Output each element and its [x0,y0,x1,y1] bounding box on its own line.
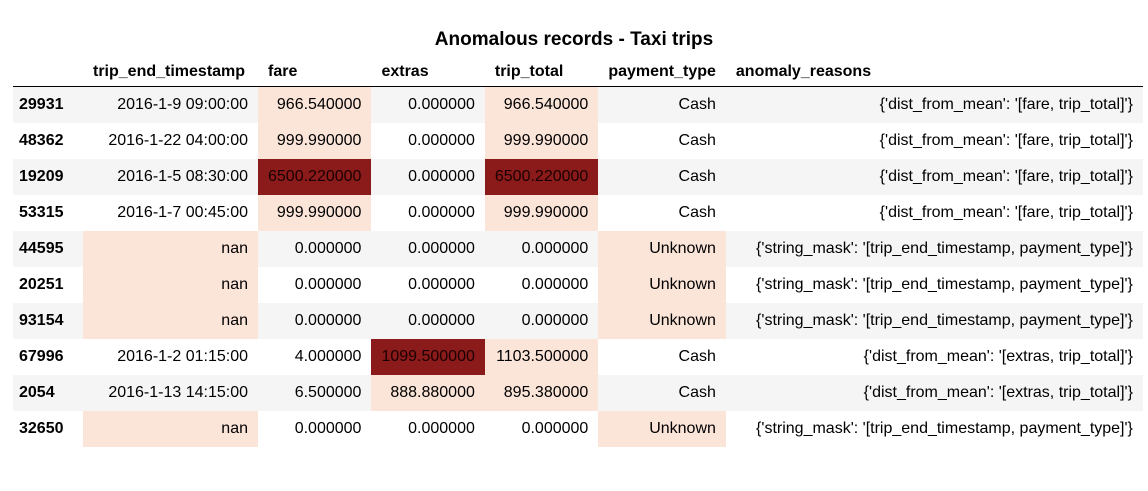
cell-payment-type: Cash [678,384,716,401]
column-header-anomaly-reasons: anomaly_reasons [725,57,1143,87]
cell-fare: 966.540000 [258,86,372,123]
cell-trip-total: 999.990000 [484,123,599,159]
table-row: 20251 nan 0.000000 0.000000 0.000000 Unknown {… [13,267,1143,303]
cell-trip-total: 6500.220000 [484,159,599,195]
cell-payment-type: Cash [678,96,716,113]
cell-fare: 999.990000 [258,123,372,159]
column-header-index [13,57,83,87]
cell-extras: 0.000000 [408,312,475,329]
cell-payment-type: Unknown [598,411,726,447]
cell-trip-end-timestamp: 2016-1-22 04:00:00 [108,132,248,149]
row-index: 19209 [19,168,64,185]
row-index: 93154 [19,312,64,329]
cell-anomaly-reasons: {'dist_from_mean': '[fare, trip_total]'} [879,132,1133,149]
cell-extras: 0.000000 [408,420,475,437]
cell-trip-total: 0.000000 [521,240,589,257]
cell-trip-end-timestamp: 2016-1-7 00:45:00 [117,204,248,221]
cell-payment-type: Cash [678,348,716,365]
cell-trip-total: 895.380000 [484,375,599,411]
cell-anomaly-reasons: {'string_mask': '[trip_end_timestamp, pa… [756,420,1133,437]
cell-payment-type: Unknown [598,267,726,303]
cell-anomaly-reasons: {'string_mask': '[trip_end_timestamp, pa… [756,240,1133,257]
cell-extras: 888.880000 [371,375,485,411]
cell-fare: 4.000000 [294,348,362,365]
column-header-trip-total: trip_total [484,57,599,87]
cell-fare: 999.990000 [258,195,372,231]
cell-fare: 0.000000 [294,312,362,329]
row-index: 32650 [19,420,64,437]
cell-fare: 6500.220000 [258,159,372,195]
cell-trip-end-timestamp: 2016-1-2 01:15:00 [117,348,248,365]
row-index: 20251 [19,276,64,293]
cell-anomaly-reasons: {'dist_from_mean': '[extras, trip_total]… [863,384,1133,401]
cell-extras: 1099.500000 [371,339,485,375]
cell-fare: 6.500000 [294,384,362,401]
cell-trip-end-timestamp: nan [83,303,258,339]
cell-trip-total: 0.000000 [521,276,589,293]
table-row: 44595 nan 0.000000 0.000000 0.000000 Unknown {… [13,231,1143,267]
cell-fare: 0.000000 [294,276,362,293]
cell-trip-end-timestamp: 2016-1-5 08:30:00 [117,168,248,185]
table-caption: Anomalous records - Taxi trips [434,29,714,50]
row-index: 44595 [19,240,64,257]
cell-trip-total: 999.990000 [484,195,599,231]
cell-trip-total: 0.000000 [521,312,589,329]
cell-extras: 0.000000 [408,276,475,293]
table-row: 93154 nan 0.000000 0.000000 0.000000 Unknown {… [13,303,1143,339]
cell-fare: 0.000000 [294,420,362,437]
cell-extras: 0.000000 [408,96,475,113]
row-index: 53315 [19,204,64,221]
cell-anomaly-reasons: {'dist_from_mean': '[extras, trip_total]… [863,348,1133,365]
cell-payment-type: Cash [678,168,716,185]
cell-payment-type: Cash [678,204,716,221]
cell-trip-end-timestamp: nan [83,411,258,447]
column-header-payment-type: payment_type [598,57,726,87]
cell-anomaly-reasons: {'string_mask': '[trip_end_timestamp, pa… [756,276,1133,293]
cell-extras: 0.000000 [408,240,475,257]
cell-payment-type: Unknown [598,303,726,339]
cell-anomaly-reasons: {'dist_from_mean': '[fare, trip_total]'} [879,96,1133,113]
cell-trip-end-timestamp: 2016-1-13 14:15:00 [108,384,248,401]
row-index: 29931 [19,96,64,113]
table-row: 67996 2016-1-2 01:15:00 4.000000 1099.50000… [13,339,1143,375]
dataframe-table: trip_end_timestamp fare extras trip_tota… [13,57,1143,447]
header-row: trip_end_timestamp fare extras trip_tota… [13,57,1143,87]
cell-fare: 0.000000 [294,240,362,257]
row-index: 48362 [19,132,64,149]
cell-extras: 0.000000 [408,204,475,221]
cell-extras: 0.000000 [408,132,475,149]
column-header-trip-end-timestamp: trip_end_timestamp [83,57,258,87]
cell-anomaly-reasons: {'dist_from_mean': '[fare, trip_total]'} [879,168,1133,185]
table-row: 53315 2016-1-7 00:45:00 999.990000 0.000000… [13,195,1143,231]
table-row: 32650 nan 0.000000 0.000000 0.000000 Unknown {… [13,411,1143,447]
cell-anomaly-reasons: {'string_mask': '[trip_end_timestamp, pa… [756,312,1133,329]
cell-payment-type: Cash [678,132,716,149]
table-row: 2054 2016-1-13 14:15:00 6.500000 888.880000… [13,375,1143,411]
row-index: 67996 [19,348,64,365]
cell-trip-end-timestamp: nan [83,267,258,303]
table-header: trip_end_timestamp fare extras trip_tota… [13,57,1143,87]
cell-trip-total: 1103.500000 [484,339,599,375]
column-header-fare: fare [258,57,372,87]
cell-trip-end-timestamp: nan [83,231,258,267]
cell-extras: 0.000000 [408,168,475,185]
row-index: 2054 [19,384,55,401]
dataframe-table-container: trip_end_timestamp fare extras trip_tota… [13,57,1143,447]
table-row: 19209 2016-1-5 08:30:00 6500.220000 0.00000… [13,159,1143,195]
table-row: 48362 2016-1-22 04:00:00 999.990000 0.00000… [13,123,1143,159]
cell-trip-end-timestamp: 2016-1-9 09:00:00 [117,96,248,113]
table-row: 29931 2016-1-9 09:00:00 966.540000 0.000000… [13,86,1143,123]
cell-anomaly-reasons: {'dist_from_mean': '[fare, trip_total]'} [879,204,1133,221]
cell-payment-type: Unknown [598,231,726,267]
cell-trip-total: 0.000000 [521,420,589,437]
table-body: 29931 2016-1-9 09:00:00 966.540000 0.000000… [13,86,1143,447]
cell-trip-total: 966.540000 [484,86,599,123]
column-header-extras: extras [371,57,485,87]
